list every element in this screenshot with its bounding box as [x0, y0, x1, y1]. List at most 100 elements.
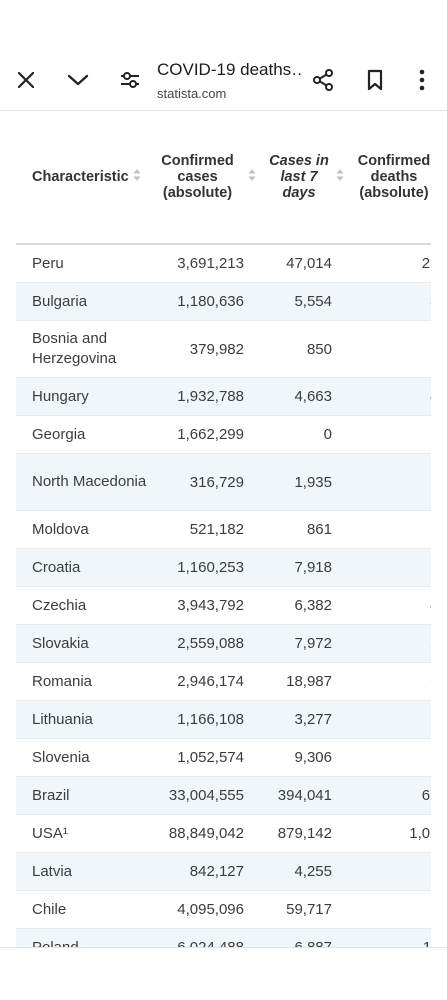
- confirmed-deaths-cell: 16,124: [346, 548, 431, 587]
- confirmed-deaths-cell: 40,334: [346, 586, 431, 625]
- column-header-characteristic[interactable]: Characteristic: [16, 111, 151, 245]
- confirmed-cases-cell: 2,559,088: [151, 624, 258, 663]
- page-title[interactable]: COVID-19 deaths…: [157, 60, 302, 79]
- confirmed-cases-cell: 33,004,555: [151, 776, 258, 815]
- confirmed-deaths-cell: 15,810: [346, 320, 431, 378]
- cases-last-7-days-cell: 5,554: [258, 282, 346, 321]
- row-name-cell: Slovenia: [16, 738, 151, 777]
- row-name-cell: Croatia: [16, 548, 151, 587]
- cases-last-7-days-cell: 6,887: [258, 928, 346, 947]
- confirmed-deaths-cell: 9,181: [346, 700, 431, 739]
- row-name-cell: Poland: [16, 928, 151, 947]
- confirmed-deaths-cell: 6,661: [346, 738, 431, 777]
- row-name-cell: Moldova: [16, 510, 151, 549]
- confirmed-deaths-cell: 5,871: [346, 852, 431, 891]
- row-name-cell: Chile: [16, 890, 151, 929]
- row-name-cell: Hungary: [16, 377, 151, 416]
- cases-last-7-days-cell: 9,306: [258, 738, 346, 777]
- row-name-cell: USA¹: [16, 814, 151, 853]
- cases-last-7-days-cell: 47,014: [258, 244, 346, 283]
- cases-last-7-days-cell: 4,255: [258, 852, 346, 891]
- column-header-confirmed-cases[interactable]: Confirmed cases (absolute): [151, 111, 258, 245]
- cases-last-7-days-cell: 3,277: [258, 700, 346, 739]
- row-name-cell: Romania: [16, 662, 151, 701]
- confirmed-cases-cell: 4,095,096: [151, 890, 258, 929]
- confirmed-cases-cell: 1,180,636: [151, 282, 258, 321]
- confirmed-cases-cell: 3,943,792: [151, 586, 258, 625]
- chevron-down-icon[interactable]: [66, 68, 90, 92]
- confirmed-cases-cell: 1,166,108: [151, 700, 258, 739]
- confirmed-cases-cell: 1,662,299: [151, 415, 258, 454]
- confirmed-cases-cell: 88,849,042: [151, 814, 258, 853]
- table-header-row: Characteristic Confirmed cases (absolute…: [16, 111, 431, 245]
- page-settings-icon[interactable]: [118, 68, 142, 92]
- confirmed-deaths-cell: 20,163: [346, 624, 431, 663]
- browser-toolbar: COVID-19 deaths… statista.com: [0, 0, 447, 111]
- sort-icon[interactable]: [248, 168, 256, 186]
- confirmed-deaths-cell: 65,797: [346, 662, 431, 701]
- cases-last-7-days-cell: 7,918: [258, 548, 346, 587]
- cases-last-7-days-cell: 18,987: [258, 662, 346, 701]
- column-header-label: Characteristic: [32, 169, 129, 185]
- confirmed-deaths-cell: 1,021,276: [346, 814, 431, 853]
- row-name-cell: North Macedonia: [16, 453, 151, 511]
- confirmed-deaths-cell: 9,337: [346, 453, 431, 511]
- cases-last-7-days-cell: 7,972: [258, 624, 346, 663]
- cases-last-7-days-cell: 850: [258, 320, 346, 378]
- more-vert-icon[interactable]: [410, 68, 434, 92]
- confirmed-deaths-cell: 46,661: [346, 377, 431, 416]
- column-header-confirmed-deaths[interactable]: Confirmed deaths (absolute): [346, 111, 431, 245]
- confirmed-deaths-cell: 674,102: [346, 776, 431, 815]
- bookmark-icon[interactable]: [363, 68, 387, 92]
- confirmed-cases-cell: 316,729: [151, 453, 258, 511]
- sort-icon[interactable]: [336, 168, 344, 186]
- row-name-cell: Czechia: [16, 586, 151, 625]
- confirmed-deaths-cell: 213,714: [346, 244, 431, 283]
- column-header-label: Confirmed cases (absolute): [161, 153, 234, 201]
- confirmed-cases-cell: 3,691,213: [151, 244, 258, 283]
- cases-last-7-days-cell: 394,041: [258, 776, 346, 815]
- cases-last-7-days-cell: 1,935: [258, 453, 346, 511]
- confirmed-deaths-cell: 11,570: [346, 510, 431, 549]
- confirmed-deaths-cell: 116,458: [346, 928, 431, 947]
- row-name-cell: Lithuania: [16, 700, 151, 739]
- cases-last-7-days-cell: 861: [258, 510, 346, 549]
- cases-last-7-days-cell: 59,717: [258, 890, 346, 929]
- confirmed-cases-cell: 2,946,174: [151, 662, 258, 701]
- divider: [0, 947, 447, 948]
- column-header-cases-last-7-days[interactable]: Cases in last 7 days: [258, 111, 346, 245]
- row-name-cell: Bulgaria: [16, 282, 151, 321]
- confirmed-cases-cell: 1,160,253: [151, 548, 258, 587]
- confirmed-cases-cell: 1,932,788: [151, 377, 258, 416]
- confirmed-deaths-cell: 58,878: [346, 890, 431, 929]
- close-icon[interactable]: [14, 68, 38, 92]
- cases-last-7-days-cell: 4,663: [258, 377, 346, 416]
- column-header-label: Cases in last 7 days: [269, 153, 329, 201]
- statistics-table: Characteristic Confirmed cases (absolute…: [16, 111, 431, 947]
- row-name-cell: Bosnia and Herzegovina: [16, 320, 151, 378]
- confirmed-cases-cell: 379,982: [151, 320, 258, 378]
- row-name-cell: Georgia: [16, 415, 151, 454]
- sort-icon[interactable]: [133, 168, 141, 186]
- row-name-cell: Latvia: [16, 852, 151, 891]
- confirmed-cases-cell: 1,052,574: [151, 738, 258, 777]
- confirmed-cases-cell: 842,127: [151, 852, 258, 891]
- page-domain: statista.com: [157, 86, 227, 101]
- share-icon[interactable]: [311, 68, 335, 92]
- cases-last-7-days-cell: 0: [258, 415, 346, 454]
